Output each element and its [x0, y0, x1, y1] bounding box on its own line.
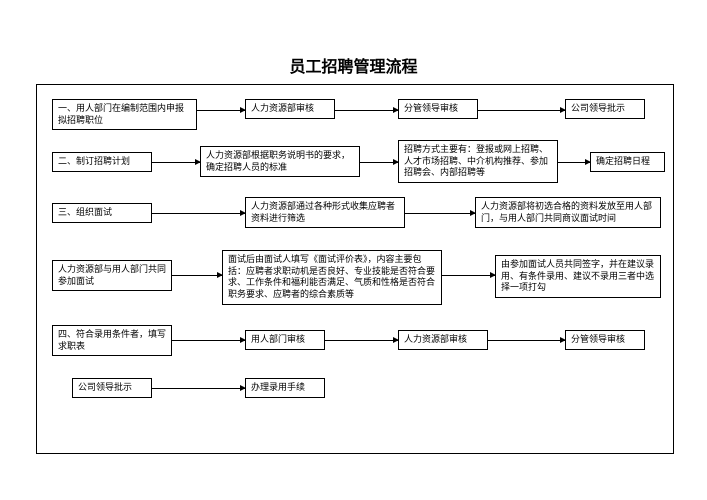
flowchart-arrow [197, 110, 245, 111]
flowchart-arrow [478, 110, 565, 111]
flowchart-node: 人力资源部审核 [245, 99, 335, 119]
flowchart-arrow [442, 275, 495, 276]
flowchart-node: 公司领导批示 [72, 378, 152, 398]
flowchart-node: 公司领导批示 [565, 99, 645, 119]
flowchart-arrow [360, 162, 398, 163]
flowchart-node: 由参加面试人员共同签字，并在建议录用、有条件录用、建议不录用三者中选择一项打勾 [495, 255, 661, 298]
flowchart-node: 人力资源部将初选合格的资料发放至用人部门，与用人部门共同商议面试时间 [475, 197, 661, 228]
flowchart-node: 人力资源部与用人部门共同参加面试 [52, 260, 172, 291]
flowchart-node: 确定招聘日程 [590, 152, 665, 172]
flowchart-arrow [152, 162, 200, 163]
flowchart-arrow [325, 340, 398, 341]
flowchart-arrow [172, 275, 222, 276]
flowchart-node: 办理录用手续 [245, 378, 325, 398]
flowchart-node: 人力资源部通过各种形式收集应聘者资料进行筛选 [245, 197, 405, 228]
flowchart-arrow [335, 110, 398, 111]
flowchart-node: 用人部门审核 [245, 330, 325, 350]
flowchart-arrow [172, 340, 245, 341]
flowchart-node: 招聘方式主要有：登报或网上招聘、人才市场招聘、中介机构推荐、参加招聘会、内部招聘… [398, 140, 558, 183]
flowchart-node: 二、制订招聘计划 [52, 152, 152, 172]
flowchart-arrow [405, 213, 475, 214]
flowchart-node: 三、组织面试 [52, 203, 152, 223]
flowchart-node: 分管领导审核 [565, 330, 645, 350]
flowchart-node: 一、用人部门在编制范围内申报拟招聘职位 [52, 99, 197, 130]
flowchart-node: 四、符合录用条件者，填写求职表 [52, 325, 172, 356]
flowchart-arrow [152, 388, 245, 389]
flowchart-arrow [488, 340, 565, 341]
diagram-title: 员工招聘管理流程 [0, 53, 707, 77]
flowchart-arrow [152, 213, 245, 214]
flowchart-node: 人力资源部根据职务说明书的要求，确定招聘人员的标准 [200, 146, 360, 177]
flowchart-node: 人力资源部审核 [398, 330, 488, 350]
flowchart-arrow [558, 162, 590, 163]
flowchart-node: 面试后由面试人填写《面试评价表》，内容主要包括：应聘者求职动机是否良好、专业技能… [222, 250, 442, 305]
flowchart-node: 分管领导审核 [398, 99, 478, 119]
